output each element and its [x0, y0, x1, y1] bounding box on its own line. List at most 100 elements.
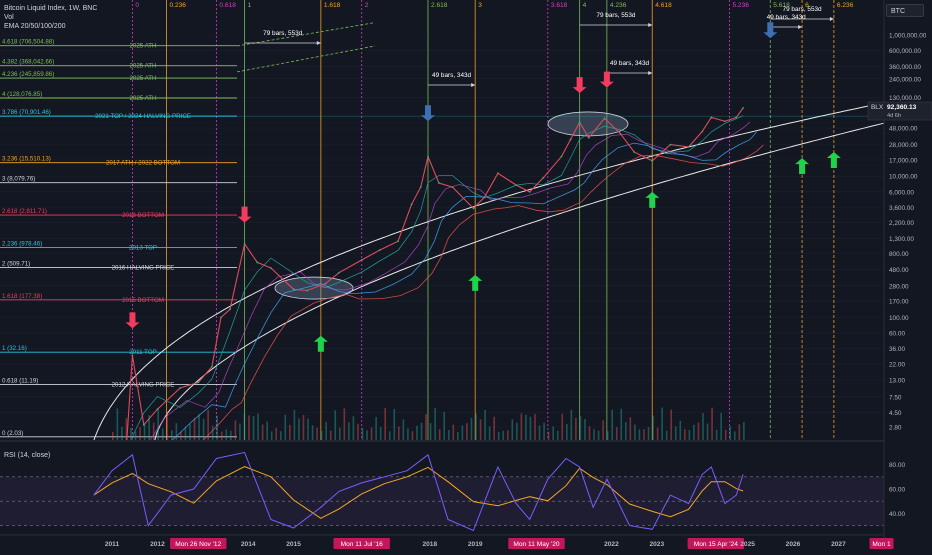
price-point: [669, 143, 672, 146]
volume-bar: [180, 431, 182, 440]
volume-bar: [316, 427, 318, 440]
fib-level-note: 2018 BOTTOM: [122, 212, 164, 219]
fib-level-label: 2 (509.71): [2, 260, 30, 267]
volume-bar: [184, 426, 187, 440]
time-fib-label: 4.618: [655, 2, 672, 9]
volume-bar: [584, 419, 586, 440]
volume-bar: [588, 426, 591, 440]
volume-bar: [116, 408, 119, 440]
price-point: [542, 176, 545, 179]
ema-line: [203, 144, 764, 440]
bar-count-arrowhead: [798, 25, 803, 29]
time-fib-label: 6: [805, 2, 809, 9]
y-tick-label: 800.00: [889, 251, 909, 258]
volume-bar: [493, 416, 495, 440]
time-fib-label: 1: [248, 2, 252, 9]
volume-bar: [261, 424, 264, 440]
x-tick-label: Mon 11 May '20: [513, 541, 560, 548]
volume-bar: [443, 411, 446, 440]
bar-count-label: 79 bars, 553d: [783, 6, 823, 13]
volume-bar: [193, 418, 196, 440]
ticker-badge[interactable]: BTC: [886, 4, 924, 17]
volume-bar: [611, 409, 613, 440]
rsi-ma-line: [93, 466, 744, 519]
ema-label: EMA 20/50/100/200: [4, 23, 66, 30]
volume-bar: [375, 416, 377, 440]
volume-bar: [379, 427, 382, 440]
y-tick-label: 360,000.00: [889, 64, 921, 71]
x-tick-label: 2018: [422, 541, 437, 548]
price-point: [528, 190, 531, 193]
price-point: [256, 261, 259, 264]
time-fib-label: 4: [583, 2, 587, 9]
volume-bar: [329, 430, 332, 440]
volume-bar: [670, 409, 673, 440]
fib-level-label: 0.618 (11.19): [2, 378, 38, 385]
time-fib-label: 5.618: [773, 2, 790, 9]
blue-arrow-down: [420, 105, 435, 122]
volume-bar: [629, 417, 632, 440]
volume-bar: [602, 420, 604, 440]
rsi-y-tick-label: 80.00: [889, 462, 905, 469]
volume-bar: [189, 424, 191, 440]
volume-bar: [447, 430, 450, 440]
volume-bar: [348, 422, 350, 440]
volume-bar: [320, 430, 323, 440]
price-point: [360, 259, 363, 261]
price-point: [324, 282, 327, 285]
volume-bar: [570, 409, 573, 440]
time-fib-label: 0.618: [219, 2, 236, 9]
price-point: [619, 132, 622, 135]
y-tick-label: 130,000.00: [889, 95, 921, 102]
log-curve-lower: [154, 122, 884, 440]
volume-bar: [216, 415, 219, 440]
y-tick-label: 1,300.00: [889, 236, 914, 243]
fib-level-note: 2015 BOTTOM: [122, 297, 164, 304]
price-point: [179, 387, 182, 389]
price-point: [397, 240, 399, 243]
y-tick-label: 1,000,000.00: [889, 33, 927, 40]
volume-bar: [198, 414, 200, 440]
price-point: [419, 186, 422, 189]
volume-bar: [307, 418, 309, 440]
volume-bar: [220, 431, 223, 440]
y-tick-label: 2.80: [889, 425, 902, 432]
volume-bar: [357, 423, 359, 440]
ticker-badge-label: BTC: [891, 8, 905, 15]
blue-arrow-down: [763, 22, 778, 39]
bar-count-label: 49 bars, 343d: [610, 60, 650, 67]
x-tick-label: 2015: [286, 541, 301, 548]
price-point: [142, 423, 145, 426]
volume-bar: [420, 422, 423, 440]
x-tick-label: 2022: [604, 541, 619, 548]
rsi-y-tick-label: 40.00: [889, 511, 905, 518]
volume-bar: [684, 429, 686, 440]
time-fib-label: 0.236: [169, 2, 186, 9]
volume-bar: [606, 431, 609, 440]
volume-bar: [152, 422, 155, 440]
volume-bar: [620, 408, 623, 440]
volume-bar: [693, 424, 695, 440]
y-tick-label: 100.00: [889, 315, 909, 322]
fib-level-note: 2017 ATH / 2022 BOTTOM: [106, 160, 180, 167]
volume-bar: [279, 431, 282, 440]
volume-bar: [688, 430, 691, 440]
volume-bar: [652, 415, 654, 440]
volume-bar: [615, 426, 618, 440]
price-point: [243, 242, 246, 245]
y-tick-label: 480.00: [889, 267, 909, 274]
y-tick-label: 170.00: [889, 299, 909, 306]
volume-bar: [302, 415, 305, 440]
x-tick-label: 2027: [831, 541, 846, 548]
bar-count-label: 79 bars, 553d: [263, 30, 303, 37]
volume-bar: [556, 430, 559, 440]
fib-level-note: 2016 HALVING PRICE: [112, 264, 175, 271]
volume-bar: [325, 421, 327, 440]
price-point: [633, 151, 635, 153]
green-arrow-up: [645, 191, 660, 208]
volume-bar: [502, 430, 505, 440]
volume-bar: [638, 429, 641, 440]
volume-bar: [720, 412, 722, 440]
